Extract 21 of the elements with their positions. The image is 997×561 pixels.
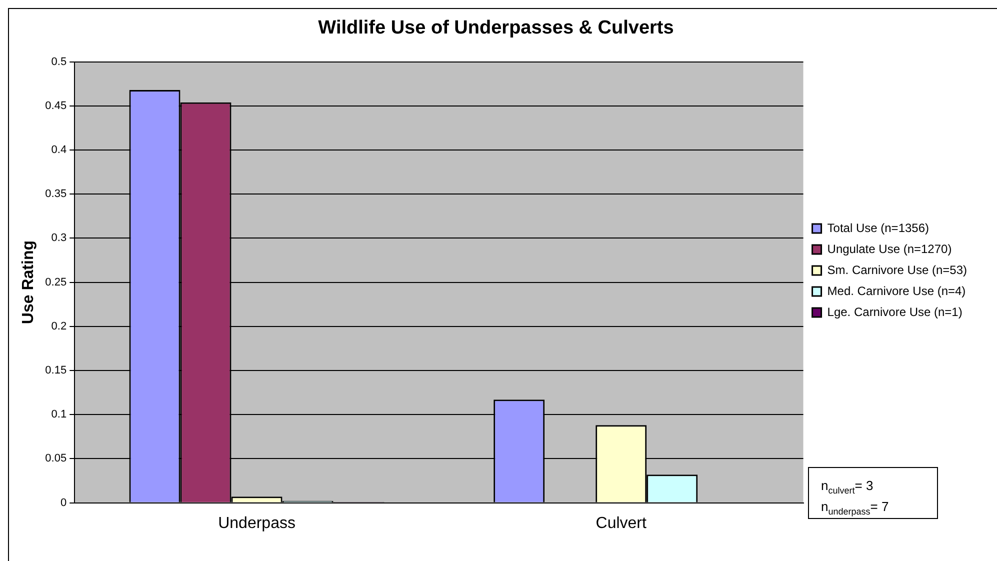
y-tick-label: 0.3 xyxy=(51,232,67,244)
y-tick-label: 0.5 xyxy=(51,56,67,68)
x-tick-label: Underpass xyxy=(218,514,296,532)
legend-label: Ungulate Use (n=1270) xyxy=(827,242,952,256)
y-tick-label: 0.35 xyxy=(45,188,67,200)
legend-label: Lge. Carnivore Use (n=1) xyxy=(827,304,962,319)
y-tick-label: 0.25 xyxy=(45,276,67,288)
text: n$_{culvert}$= 3 n$_{underpass}$= 7 xyxy=(821,478,889,516)
x-tick-label: Culvert xyxy=(596,514,648,532)
y-tick-label: 0.05 xyxy=(45,452,67,465)
chart-title: Wildlife Use of Underpasses & Culverts xyxy=(318,18,674,39)
y-tick-label: 0.1 xyxy=(51,408,67,421)
y-tick-label: 0.45 xyxy=(45,100,67,112)
legend-label: Total Use (n=1356) xyxy=(827,220,930,235)
legend-label: Sm. Carnivore Use (n=53) xyxy=(827,262,968,277)
y-tick-label: 0.2 xyxy=(51,320,67,332)
y-tick-label: 0.15 xyxy=(45,364,67,377)
y-tick-label: 0 xyxy=(60,496,67,509)
y-axis-title: Use Rating xyxy=(20,240,38,324)
y-tick-label: 0.4 xyxy=(51,144,67,156)
legend-label: Med. Carnivore Use (n=4) xyxy=(827,284,966,298)
